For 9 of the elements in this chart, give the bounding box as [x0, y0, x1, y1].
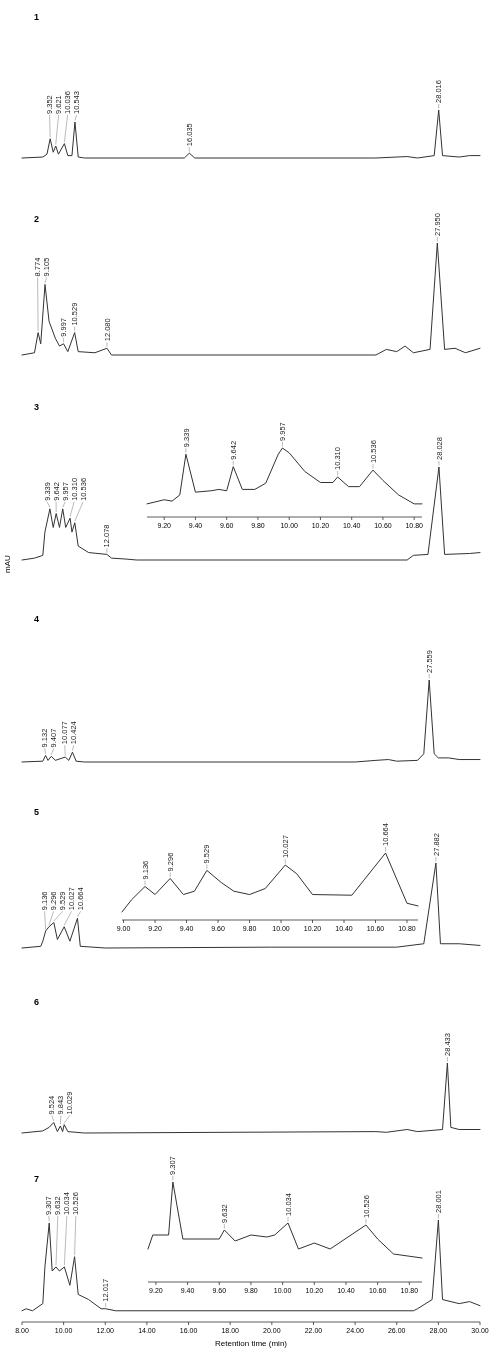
chart-title: 2: [34, 214, 40, 224]
chart-title: 3: [34, 402, 40, 412]
x-axis-title: Retention time (min): [214, 1339, 288, 1348]
chart-title: 7: [34, 1174, 40, 1184]
y-axis-title: mAU: [3, 554, 12, 573]
chart-title: 6: [34, 997, 40, 1007]
chart-title: 5: [34, 807, 40, 817]
chart-title: 1: [34, 12, 40, 22]
chart-title: 4: [34, 614, 40, 624]
